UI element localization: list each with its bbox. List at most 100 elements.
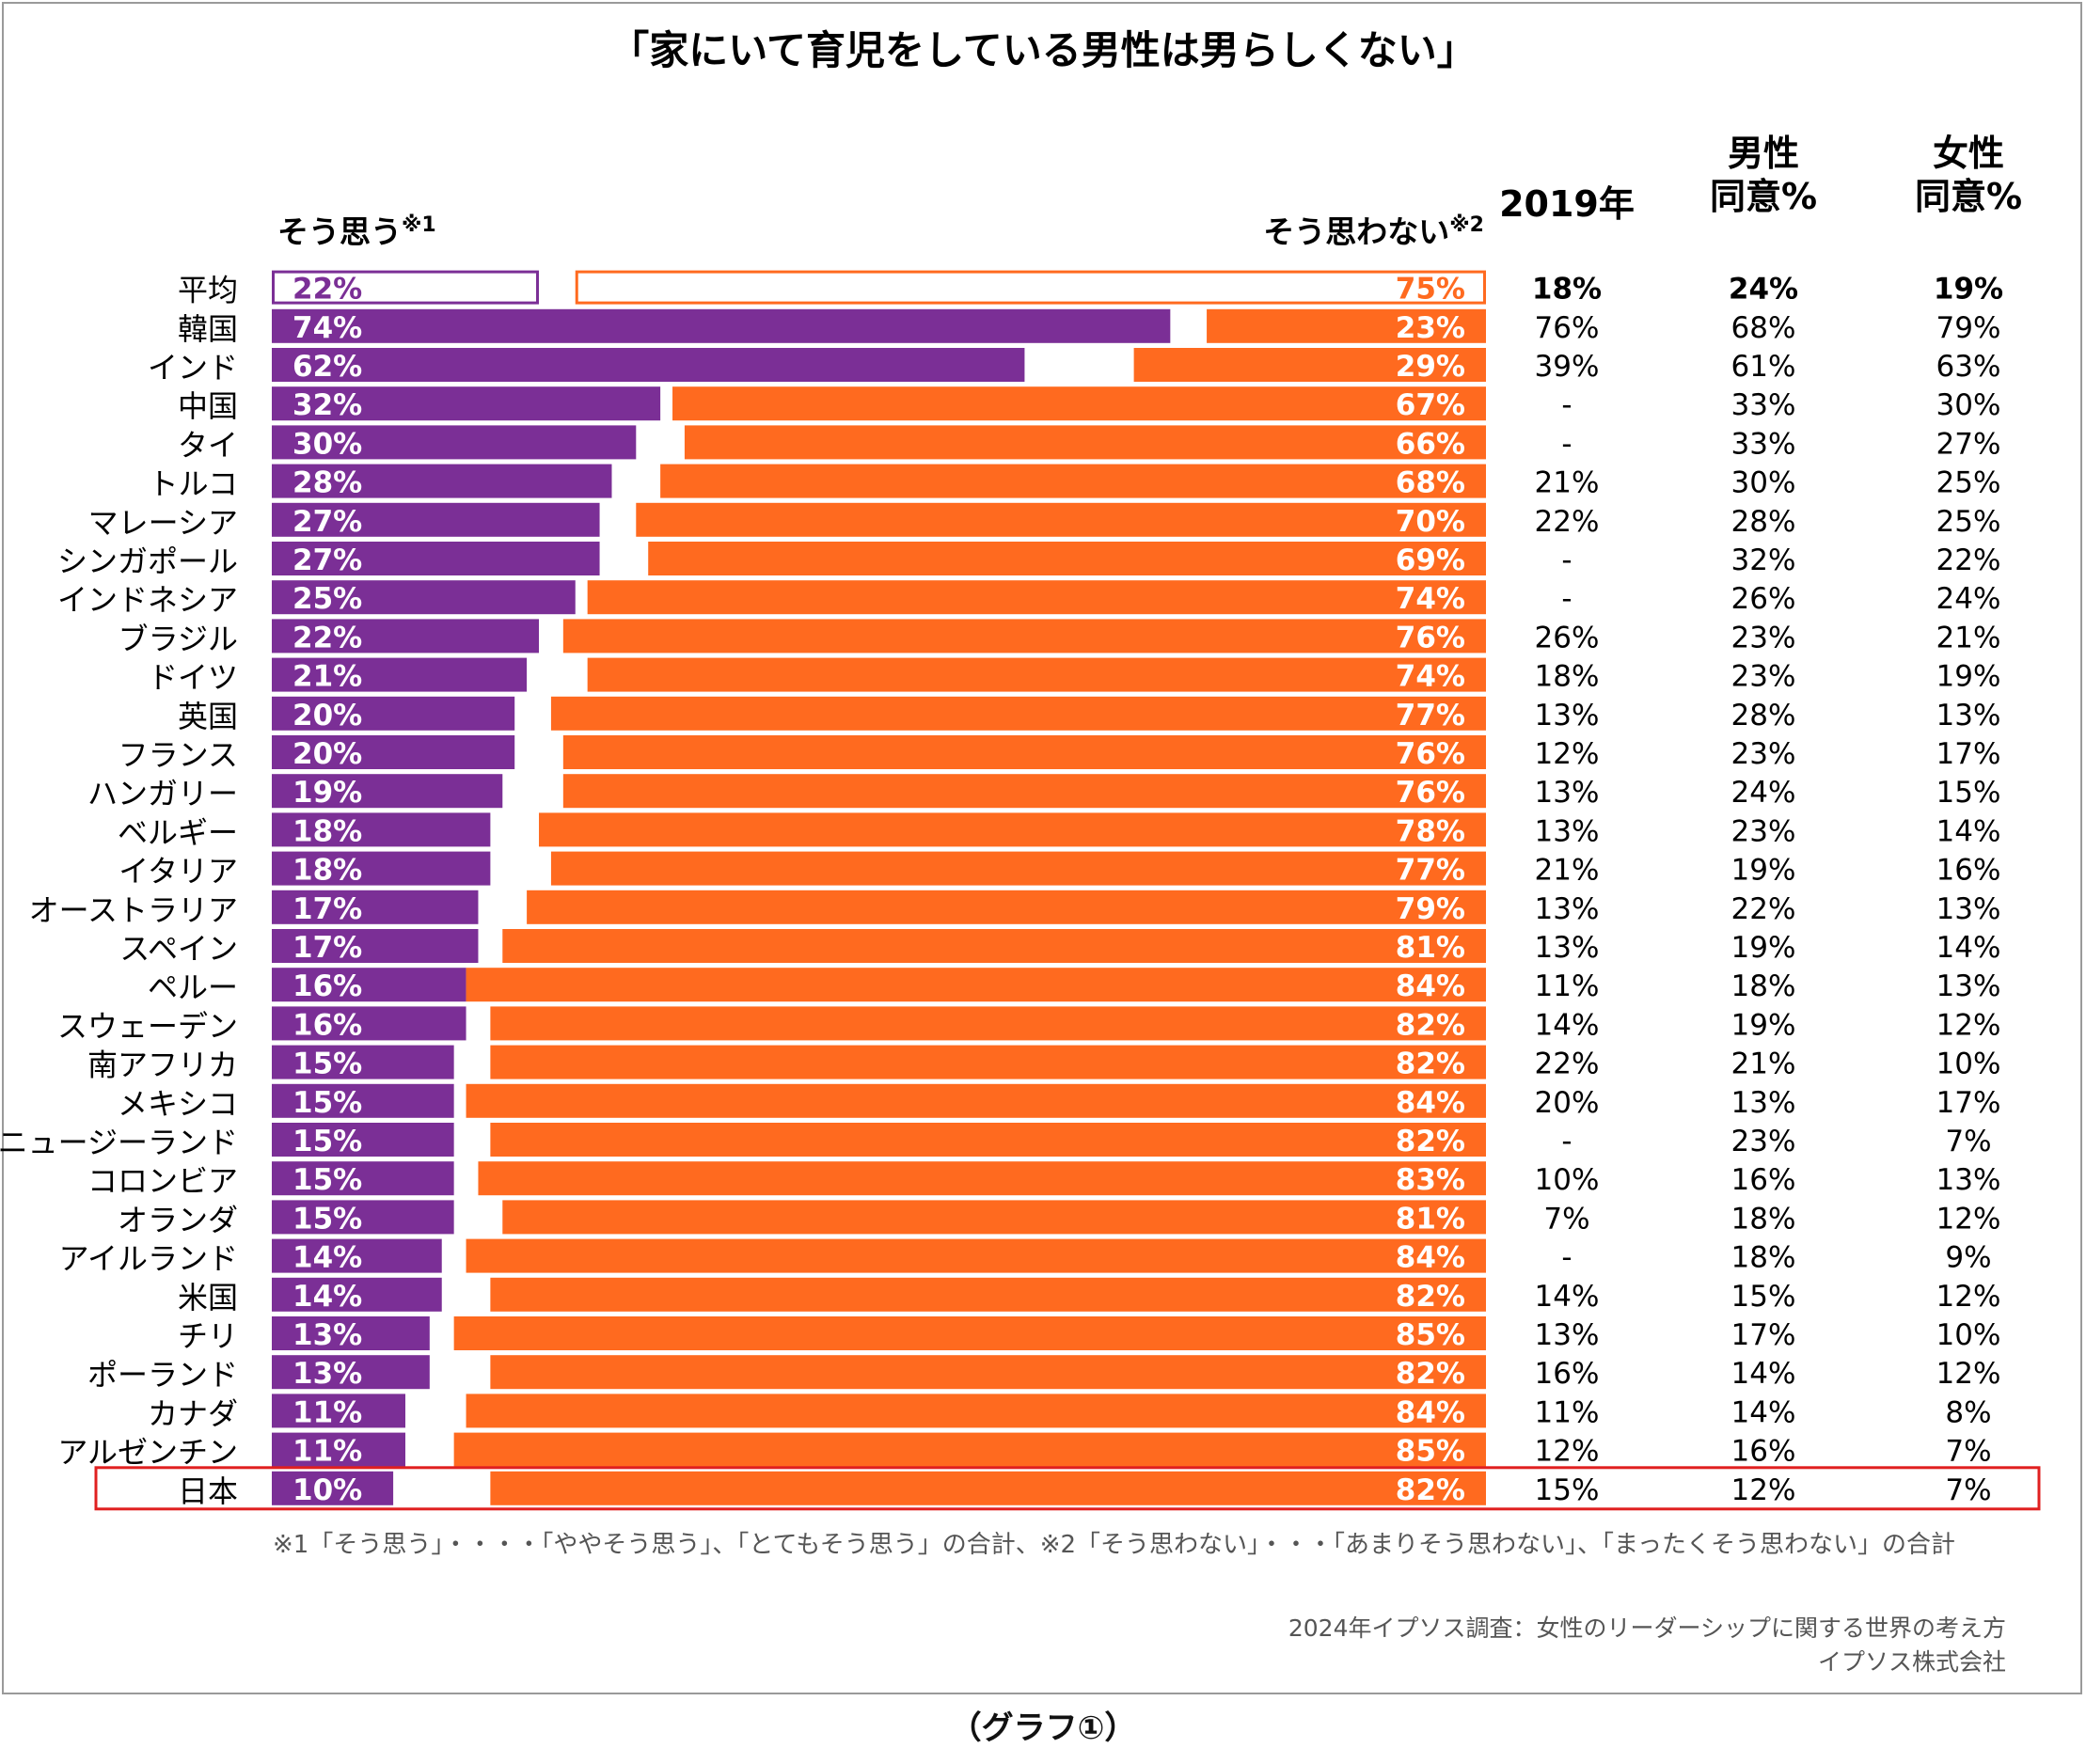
country-label: 平均 <box>178 273 238 308</box>
value-female: 19% <box>1934 273 2003 307</box>
agree-value-label: 14% <box>292 1280 362 1314</box>
country-label: フランス <box>119 737 238 773</box>
value-male: 23% <box>1731 660 1796 694</box>
disagree-value-label: 75% <box>1396 273 1465 307</box>
value-female: 25% <box>1936 466 2001 500</box>
agree-bar <box>272 308 1171 343</box>
value-2019: 14% <box>1535 1280 1600 1314</box>
disagree-bar <box>660 464 1486 498</box>
disagree-bar <box>587 580 1486 615</box>
chart-title: 「家にいて育児をしている男性は男らしくない」 <box>609 27 1476 73</box>
value-male: 21% <box>1731 1047 1796 1081</box>
disagree-bar <box>550 696 1486 731</box>
disagree-bar <box>562 619 1486 654</box>
disagree-bar <box>575 270 1486 305</box>
agree-value-label: 27% <box>292 543 362 577</box>
country-label: タイ <box>178 427 238 463</box>
agree-bar <box>272 812 491 847</box>
agree-bar <box>272 1123 454 1157</box>
agree-value-label: 22% <box>292 273 362 307</box>
value-female: 30% <box>1936 388 2001 422</box>
value-male: 28% <box>1731 699 1796 732</box>
value-2019: 20% <box>1535 1086 1600 1120</box>
value-female: 13% <box>1936 1163 2001 1197</box>
value-male: 24% <box>1731 776 1796 810</box>
agree-bar <box>272 1394 406 1428</box>
value-2019: 7% <box>1543 1202 1589 1236</box>
agree-value-label: 10% <box>292 1473 362 1507</box>
disagree-value-label: 79% <box>1396 892 1465 926</box>
value-female: 27% <box>1936 427 2001 461</box>
country-label: 米国 <box>178 1280 238 1315</box>
disagree-value-label: 82% <box>1396 1357 1465 1391</box>
disagree-bar <box>539 812 1486 847</box>
agree-bar <box>272 1316 430 1350</box>
agree-value-label: 20% <box>292 737 362 771</box>
agree-value-label: 21% <box>292 660 362 694</box>
value-2019: 15% <box>1535 1473 1600 1507</box>
disagree-bar <box>466 1394 1486 1428</box>
agree-value-label: 30% <box>292 427 362 461</box>
agree-value-label: 17% <box>292 931 362 965</box>
agree-bar <box>272 425 637 460</box>
disagree-bar <box>636 502 1486 537</box>
col-header-female-2: 同意% <box>1915 176 2022 217</box>
value-female: 10% <box>1936 1047 2001 1081</box>
disagree-bar <box>453 1316 1486 1350</box>
agree-value-label: 16% <box>292 1008 362 1042</box>
value-male: 32% <box>1731 543 1796 577</box>
disagree-value-label: 76% <box>1396 776 1465 810</box>
disagree-value-label: 29% <box>1396 350 1465 384</box>
chart-frame <box>2 2 2082 1694</box>
agree-bar <box>272 464 612 498</box>
country-label: 日本 <box>178 1473 238 1509</box>
disagree-value-label: 78% <box>1396 814 1465 848</box>
agree-bar <box>272 929 479 963</box>
country-label: チリ <box>178 1318 238 1354</box>
value-male: 19% <box>1731 1008 1796 1042</box>
value-male: 18% <box>1731 1202 1796 1236</box>
agree-bar <box>272 735 515 769</box>
disagree-value-label: 74% <box>1396 660 1465 694</box>
country-label: オーストラリア <box>29 892 238 928</box>
country-label: 英国 <box>178 699 238 734</box>
chart-rows: 平均 22% 75% 18% 24% 19% 韓国 74% 23% 76% 68% 79% インド 62%… <box>0 270 2003 1509</box>
value-female: 13% <box>1936 892 2001 926</box>
value-2019: - <box>1561 427 1572 461</box>
country-label: 中国 <box>178 388 238 424</box>
value-male: 23% <box>1731 737 1796 771</box>
source-line-2: イプソス株式会社 <box>1818 1648 2006 1676</box>
agree-bar <box>272 774 503 809</box>
disagree-legend-label: そう思わない※2 <box>1263 213 1484 250</box>
value-2019: 10% <box>1535 1163 1600 1197</box>
country-label: インド <box>148 350 238 386</box>
disagree-bar <box>550 851 1486 886</box>
value-female: 12% <box>1936 1202 2001 1236</box>
disagree-value-label: 81% <box>1396 931 1465 965</box>
value-male: 23% <box>1731 1125 1796 1158</box>
value-2019: 12% <box>1535 1435 1600 1469</box>
value-female: 12% <box>1936 1008 2001 1042</box>
disagree-value-label: 85% <box>1396 1435 1465 1469</box>
disagree-bar <box>502 1200 1486 1235</box>
country-label: アルゼンチン <box>57 1435 238 1471</box>
agree-bar <box>272 386 661 421</box>
source-line-1: 2024年イプソス調査：女性のリーダーシップに関する世界の考え方 <box>1288 1614 2006 1642</box>
disagree-value-label: 85% <box>1396 1318 1465 1352</box>
agree-bar <box>272 542 600 575</box>
country-label: スウェーデン <box>57 1008 238 1044</box>
country-label: コロンビア <box>87 1163 238 1199</box>
country-label: メキシコ <box>118 1086 238 1122</box>
value-female: 12% <box>1936 1280 2001 1314</box>
value-2019: 13% <box>1535 892 1600 926</box>
japan-highlight-box <box>94 1466 2041 1511</box>
disagree-value-label: 76% <box>1396 621 1465 654</box>
value-female: 21% <box>1936 621 2001 654</box>
disagree-value-label: 82% <box>1396 1047 1465 1081</box>
value-2019: 76% <box>1535 311 1600 345</box>
col-header-male-2: 同意% <box>1710 176 1817 217</box>
agree-bar <box>272 696 515 731</box>
agree-bar <box>272 1432 406 1467</box>
disagree-value-label: 70% <box>1396 505 1465 539</box>
agree-bar <box>272 1238 442 1273</box>
